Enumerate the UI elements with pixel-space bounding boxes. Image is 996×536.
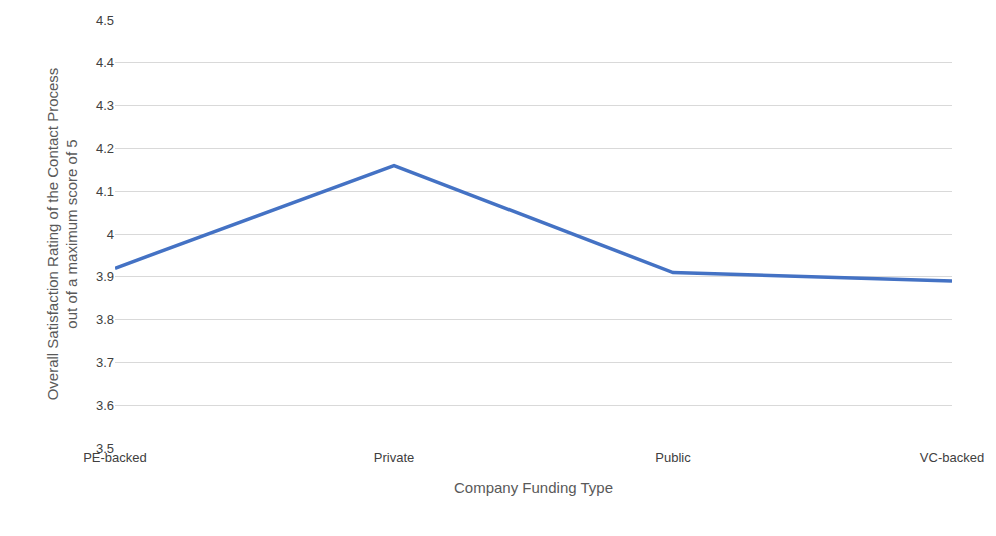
svg-text:Public: Public [655, 450, 691, 465]
svg-text:4.4: 4.4 [96, 55, 114, 70]
svg-text:4: 4 [107, 227, 114, 242]
svg-text:4.3: 4.3 [96, 98, 114, 113]
svg-text:3.7: 3.7 [96, 355, 114, 370]
svg-text:Private: Private [374, 450, 414, 465]
svg-text:4.5: 4.5 [96, 13, 114, 28]
svg-text:VC-backed: VC-backed [920, 450, 984, 465]
svg-text:Company Funding Type: Company Funding Type [454, 479, 613, 496]
svg-text:Overall Satisfaction Rating of: Overall Satisfaction Rating of the Conta… [44, 68, 81, 401]
svg-text:3.5: 3.5 [96, 441, 114, 456]
svg-text:3.9: 3.9 [96, 269, 114, 284]
svg-text:3.6: 3.6 [96, 398, 114, 413]
svg-text:4.2: 4.2 [96, 141, 114, 156]
svg-text:4.1: 4.1 [96, 184, 114, 199]
svg-text:3.8: 3.8 [96, 312, 114, 327]
svg-text:PE-backed: PE-backed [83, 450, 147, 465]
